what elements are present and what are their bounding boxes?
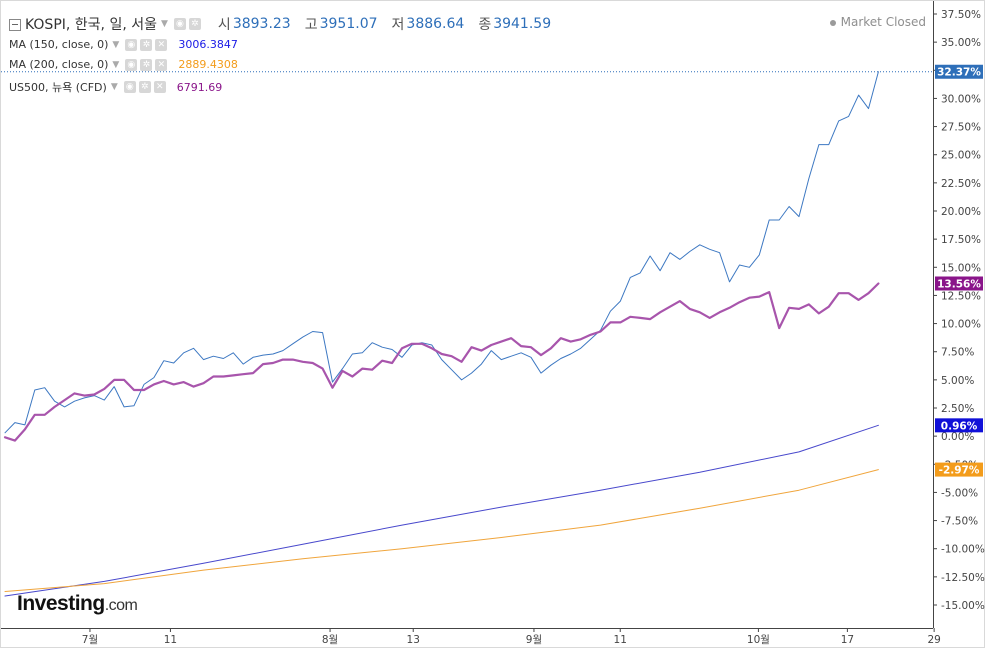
collapse-icon[interactable] <box>9 19 21 31</box>
y-tick-label: 0.00% <box>941 431 974 443</box>
y-tick-label: 37.50% <box>941 9 981 21</box>
x-tick-label: 17 <box>841 634 854 646</box>
x-tick-label: 7월 <box>82 634 98 646</box>
logo-brand: Investing <box>17 592 105 615</box>
y-tick-label: 7.50% <box>941 347 974 359</box>
open-value: 3893.23 <box>232 16 291 32</box>
eye-icon[interactable]: ◉ <box>123 81 136 93</box>
x-tick-label: 29 <box>927 634 940 646</box>
y-tick-label: 15.00% <box>941 262 981 274</box>
y-tick-label: 20.00% <box>941 206 981 218</box>
y-tick-label: 5.00% <box>941 375 974 387</box>
y-tick-label: 2.50% <box>941 403 974 415</box>
indicator-value: 3006.3847 <box>178 38 238 51</box>
open-label: 시 <box>217 17 231 33</box>
chevron-down-icon[interactable]: ▼ <box>161 19 168 29</box>
settings-icon[interactable]: ✲ <box>140 38 153 51</box>
settings-icon[interactable]: ✲ <box>188 18 201 30</box>
indicator-name: MA (200, close, 0) <box>9 58 109 71</box>
chevron-down-icon[interactable]: ▼ <box>112 59 120 70</box>
y-tick-label: -7.50% <box>941 516 978 528</box>
last-value-badge <box>935 276 983 291</box>
eye-icon[interactable]: ◉ <box>125 58 138 71</box>
settings-icon[interactable]: ✲ <box>140 58 153 71</box>
close-icon[interactable]: ✕ <box>153 81 166 93</box>
market-status: Market Closed <box>829 15 926 29</box>
indicator-name: US500, 뉴욕 (CFD) <box>9 81 107 94</box>
close-icon[interactable]: ✕ <box>155 58 168 71</box>
last-value-badge <box>935 64 983 79</box>
settings-icon[interactable]: ✲ <box>138 81 151 93</box>
y-tick-label: -15.00% <box>941 600 985 612</box>
y-tick-label: 12.50% <box>941 290 981 302</box>
y-tick-label: 30.00% <box>941 93 981 105</box>
chevron-down-icon[interactable]: ▼ <box>110 82 118 92</box>
indicator-value: 2889.4308 <box>178 58 238 71</box>
x-tick-label: 11 <box>164 634 177 646</box>
close-value: 3941.59 <box>493 16 552 32</box>
y-tick-label: 17.50% <box>941 234 981 246</box>
status-dot-icon <box>829 19 836 26</box>
y-tick-label: 10.00% <box>941 319 981 331</box>
y-tick-label: 25.00% <box>941 150 981 162</box>
x-tick-label: 8월 <box>322 634 338 646</box>
indicator-us500: US500, 뉴욕 (CFD) ▼ ◉ ✲ ✕ 6791.69 <box>9 79 222 95</box>
ma150-line <box>4 424 879 597</box>
y-tick-label: 27.50% <box>941 122 981 134</box>
x-tick-label: 10월 <box>747 634 770 646</box>
close-label: 종 <box>478 17 492 33</box>
x-tick-label: 13 <box>407 634 420 646</box>
us500-line <box>3 282 880 442</box>
y-tick-label: -12.50% <box>941 572 985 584</box>
last-value-label: 13.56% <box>937 278 981 290</box>
indicator-ma200: MA (200, close, 0) ▼ ◉ ✲ ✕ 2889.4308 <box>9 58 238 71</box>
high-value: 3951.07 <box>319 16 378 32</box>
high-label: 고 <box>304 17 318 33</box>
close-icon[interactable]: ✕ <box>155 38 168 51</box>
eye-icon[interactable]: ◉ <box>125 38 138 51</box>
logo-suffix: .com <box>104 597 138 614</box>
symbol-legend: KOSPI, 한국, 일, 서울 ▼ ◉ ✲ 시 3893.23 고 3951.… <box>9 14 551 34</box>
last-value-label: 32.37% <box>937 67 981 79</box>
y-tick-label: 22.50% <box>941 178 981 190</box>
y-tick-label: -10.00% <box>941 544 985 556</box>
y-tick-label: -5.00% <box>941 487 978 499</box>
low-label: 저 <box>391 17 405 33</box>
x-tick-label: 9월 <box>526 634 542 646</box>
last-value-label: 0.96% <box>941 420 978 432</box>
symbol-name: KOSPI, 한국, 일, 서울 <box>25 17 157 33</box>
x-tick-label: 11 <box>614 634 627 646</box>
ma200-line <box>4 469 879 592</box>
y-tick-label: 35.00% <box>941 37 981 49</box>
indicator-value: 6791.69 <box>176 80 223 94</box>
last-value-badge <box>935 462 983 477</box>
kospi-line <box>4 71 879 434</box>
indicator-ma150: MA (150, close, 0) ▼ ◉ ✲ ✕ 3006.3847 <box>9 38 238 51</box>
market-status-text: Market Closed <box>840 15 926 29</box>
eye-icon[interactable]: ◉ <box>173 18 186 30</box>
chevron-down-icon[interactable]: ▼ <box>112 39 120 50</box>
indicator-name: MA (150, close, 0) <box>9 38 109 51</box>
investing-logo: Investing.com <box>17 592 138 616</box>
last-value-label: -2.97% <box>939 465 980 477</box>
last-value-badge <box>935 418 983 433</box>
low-value: 3886.64 <box>406 16 465 32</box>
